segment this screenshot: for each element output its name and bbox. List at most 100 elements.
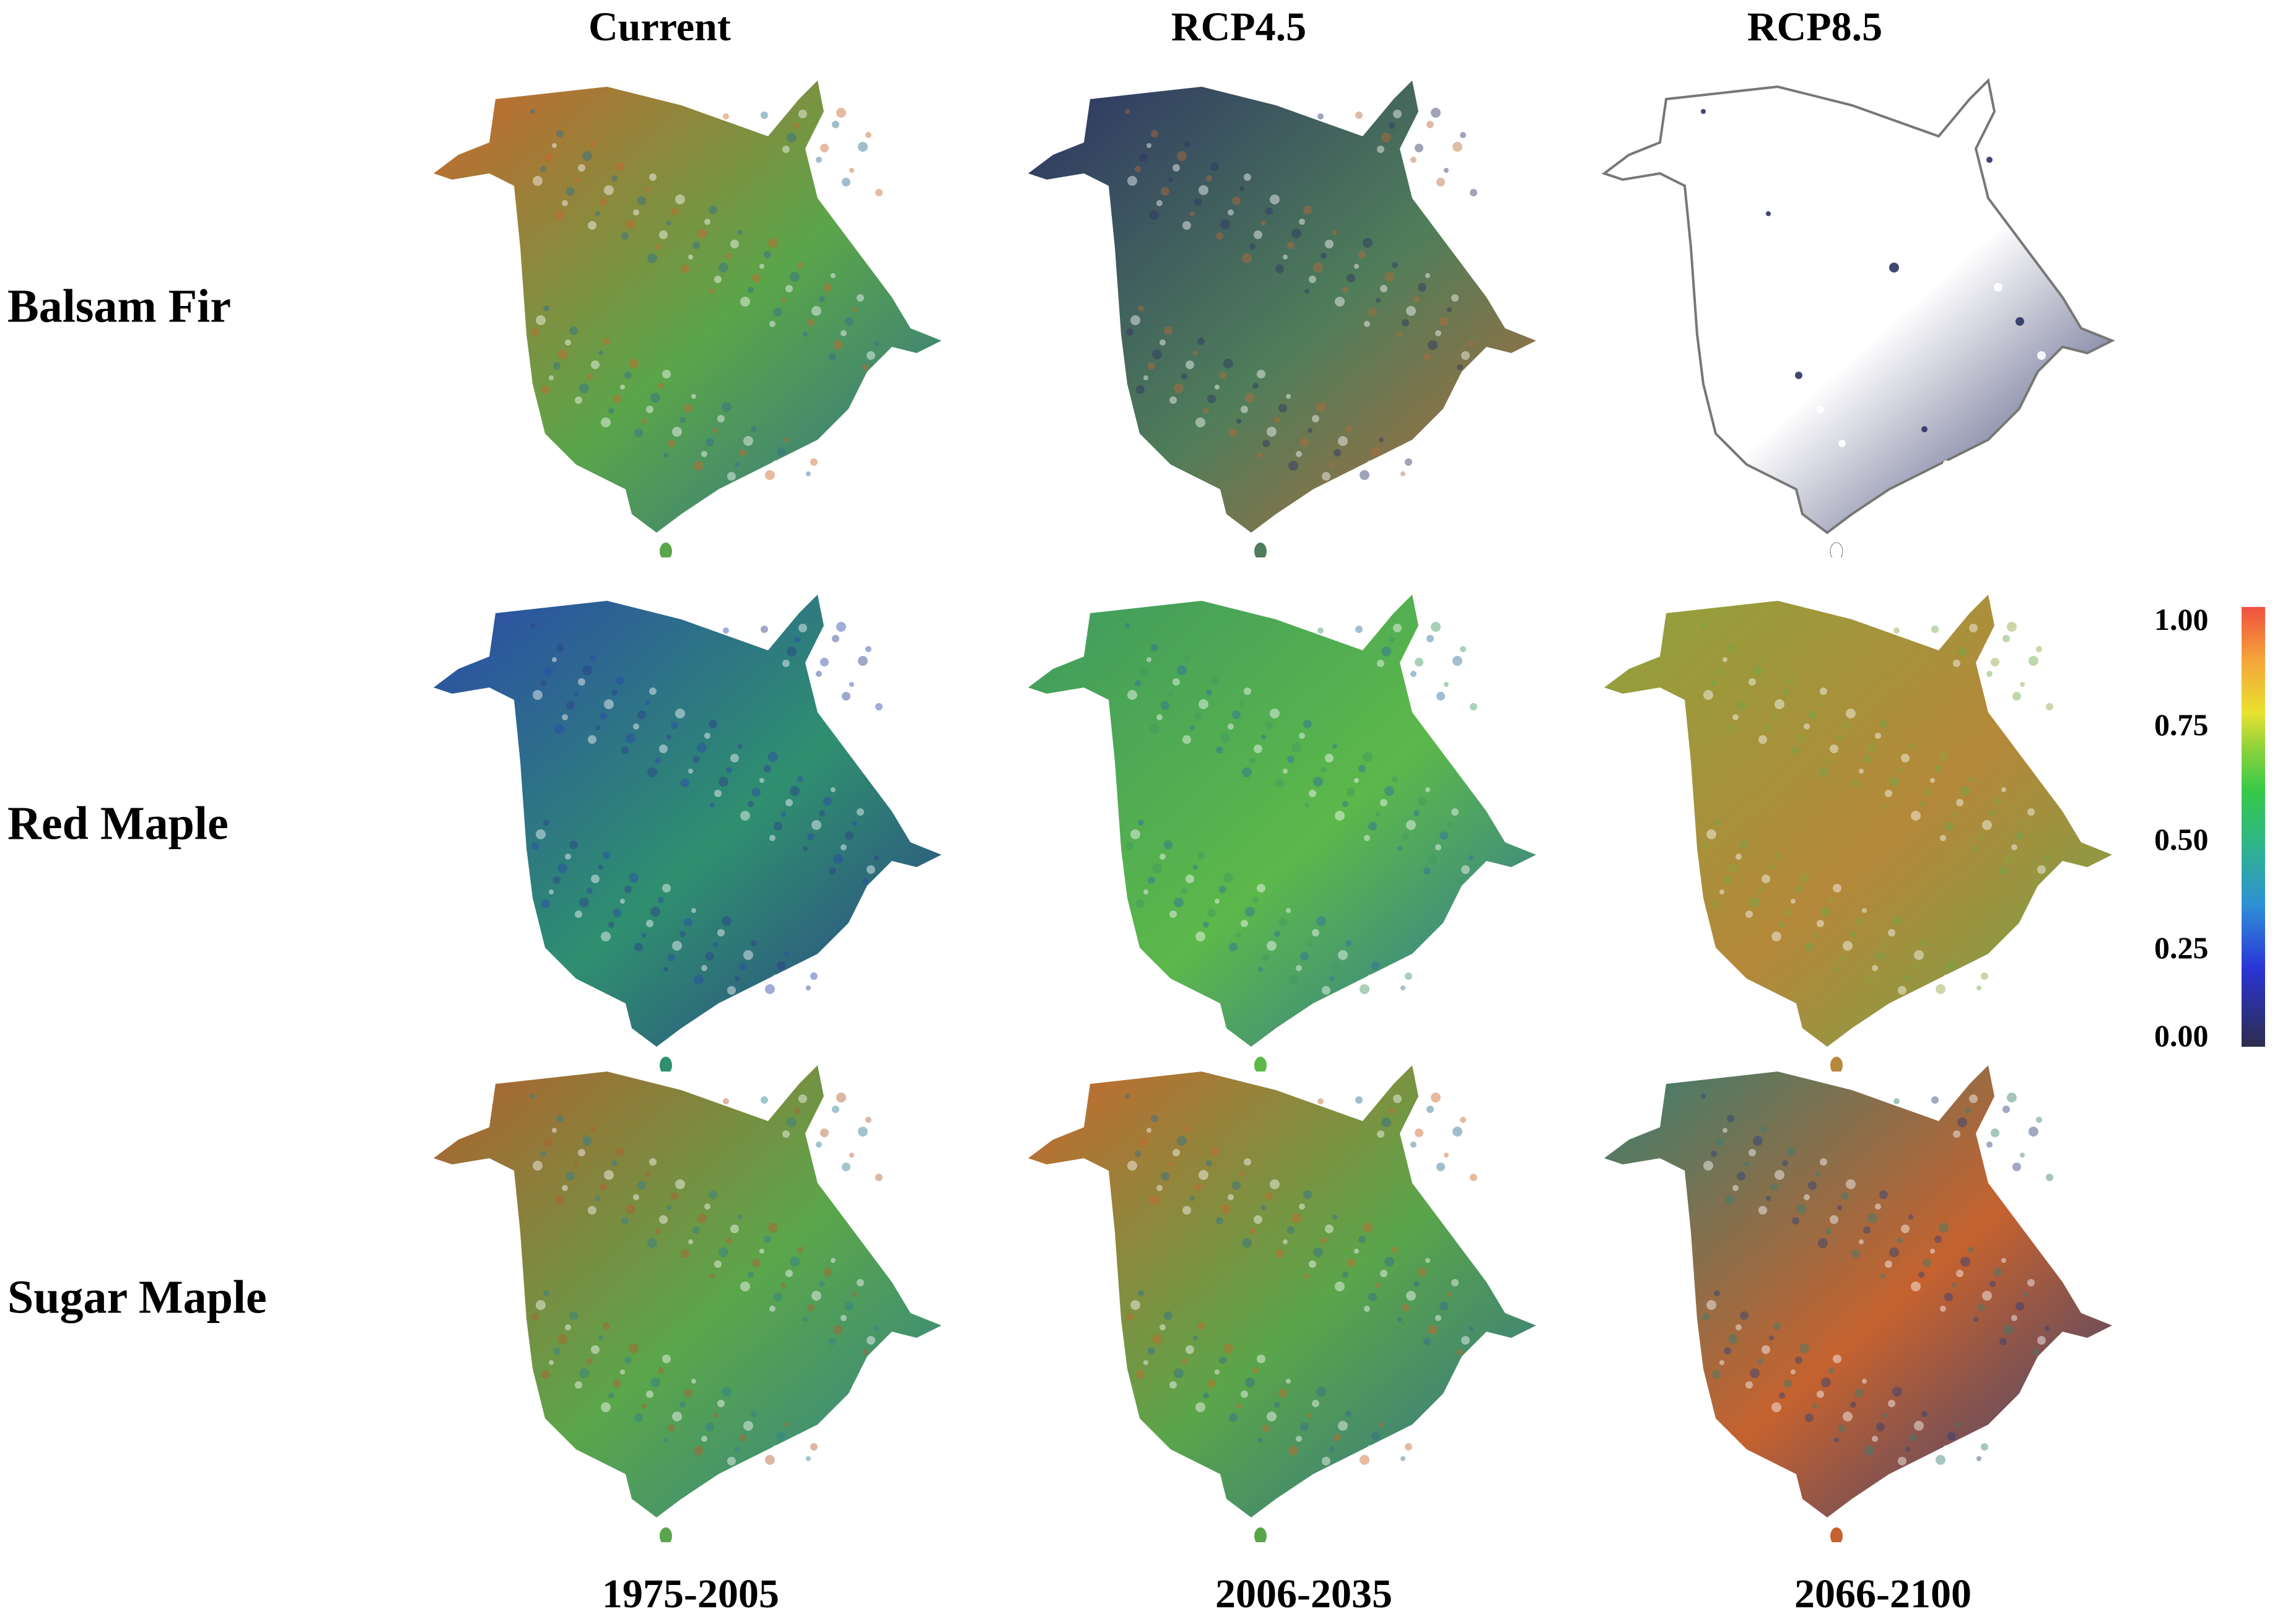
texture-speck [2015, 317, 2024, 326]
texture-speck [575, 910, 582, 918]
texture-speck [807, 833, 814, 840]
texture-speck [557, 863, 567, 873]
texture-speck [727, 1457, 736, 1465]
texture-speck [867, 865, 875, 874]
texture-speck [1316, 402, 1326, 412]
texture-speck [658, 383, 664, 389]
texture-speck [1261, 220, 1266, 225]
texture-speck [769, 321, 775, 327]
island-shape [1830, 1527, 1843, 1542]
texture-speck [1239, 701, 1244, 705]
texture-speck [1242, 767, 1252, 777]
texture-speck [759, 1249, 764, 1254]
texture-speck [782, 660, 790, 667]
texture-speck [2015, 831, 2024, 840]
texture-speck [1451, 294, 1459, 302]
texture-speck [553, 1347, 561, 1355]
texture-speck [1851, 779, 1860, 787]
texture-speck [562, 714, 568, 720]
texture-speck [1701, 109, 1706, 114]
texture-speck [1460, 132, 1466, 138]
texture-speck [1249, 243, 1255, 250]
texture-speck [543, 1290, 549, 1296]
texture-speck [1392, 776, 1398, 782]
texture-speck [1940, 1306, 1946, 1312]
texture-speck [1989, 1281, 1996, 1287]
texture-speck [1241, 406, 1248, 413]
texture-speck [726, 1238, 732, 1244]
texture-speck [1291, 743, 1301, 753]
texture-speck [1837, 735, 1842, 740]
texture-speck [1194, 1183, 1202, 1190]
texture-speck [1447, 821, 1452, 826]
texture-speck [2040, 1104, 2049, 1112]
texture-speck [1854, 1389, 1863, 1397]
texture-speck [1960, 1257, 1970, 1267]
texture-speck [1444, 1153, 1449, 1158]
texture-speck [756, 124, 761, 129]
texture-speck [701, 451, 707, 457]
texture-speck [1258, 453, 1263, 458]
texture-speck [857, 808, 864, 816]
texture-speck [691, 394, 696, 399]
province-map [1028, 1065, 1536, 1542]
province-shape [1601, 77, 2115, 535]
texture-speck [1309, 790, 1316, 797]
texture-speck [2012, 1163, 2021, 1171]
texture-speck [852, 1292, 857, 1297]
texture-speck [1376, 812, 1381, 817]
texture-speck [1275, 779, 1284, 787]
texture-speck [1880, 1273, 1885, 1278]
texture-speck [1363, 752, 1373, 762]
texture-speck [1215, 385, 1220, 390]
texture-speck [1304, 289, 1309, 294]
texture-speck [2004, 854, 2014, 864]
row-label-red-maple: Red Maple [7, 797, 229, 850]
texture-speck [1464, 633, 1473, 642]
texture-speck [1854, 918, 1863, 927]
texture-speck [1905, 1447, 1910, 1452]
texture-speck [1770, 1183, 1778, 1190]
texture-speck [713, 428, 718, 433]
texture-speck [1447, 1292, 1452, 1297]
texture-speck [1702, 842, 1710, 850]
texture-speck [1812, 1404, 1817, 1408]
texture-speck [1177, 1136, 1187, 1146]
texture-speck [1364, 321, 1370, 327]
texture-speck [1795, 1356, 1802, 1364]
texture-speck [591, 360, 600, 369]
texture-speck [1261, 735, 1266, 740]
texture-speck [688, 1239, 693, 1244]
texture-speck [540, 166, 546, 172]
texture-speck [595, 211, 600, 216]
texture-speck [530, 623, 535, 628]
texture-speck [1976, 1456, 1981, 1461]
texture-speck [1126, 1313, 1133, 1321]
texture-speck [1918, 1272, 1924, 1278]
texture-speck [530, 1094, 535, 1099]
texture-speck [626, 1204, 635, 1214]
texture-speck [857, 1279, 864, 1286]
texture-speck [1308, 942, 1312, 947]
texture-speck [1957, 1117, 1967, 1127]
texture-speck [1786, 1147, 1795, 1156]
texture-speck [1796, 1204, 1806, 1214]
texture-speck [1228, 209, 1234, 216]
texture-speck [613, 1379, 621, 1388]
texture-speck [611, 175, 618, 181]
texture-speck [1410, 671, 1417, 677]
texture-speck [543, 305, 549, 312]
texture-speck [1138, 819, 1144, 826]
texture-speck [613, 395, 621, 403]
texture-speck [1737, 1172, 1745, 1181]
texture-speck [816, 671, 822, 677]
texture-speck [2014, 984, 2020, 990]
texture-speck [1911, 297, 1921, 307]
texture-speck [566, 1172, 575, 1181]
texture-speck [803, 332, 808, 337]
texture-speck [2001, 787, 2006, 792]
texture-speck [1821, 1377, 1831, 1387]
texture-speck [1804, 723, 1810, 730]
texture-speck [1740, 1311, 1749, 1320]
texture-speck [1245, 393, 1255, 403]
